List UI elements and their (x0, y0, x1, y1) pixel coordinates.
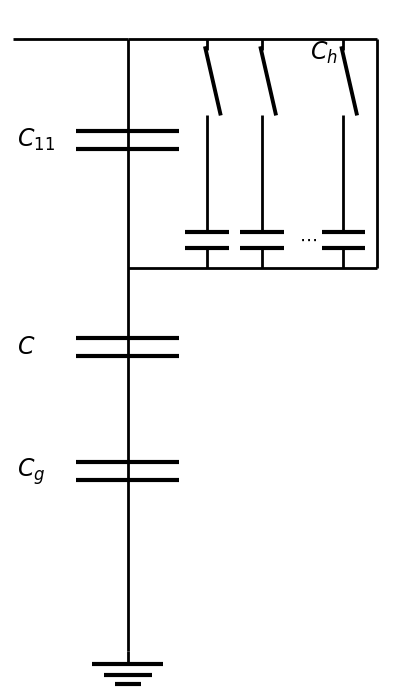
Text: $C$: $C$ (17, 335, 35, 359)
Text: $\cdots$: $\cdots$ (298, 231, 317, 249)
Text: $C_{11}$: $C_{11}$ (17, 126, 55, 153)
Text: $C_h$: $C_h$ (310, 40, 338, 67)
Text: $C_g$: $C_g$ (17, 456, 45, 486)
